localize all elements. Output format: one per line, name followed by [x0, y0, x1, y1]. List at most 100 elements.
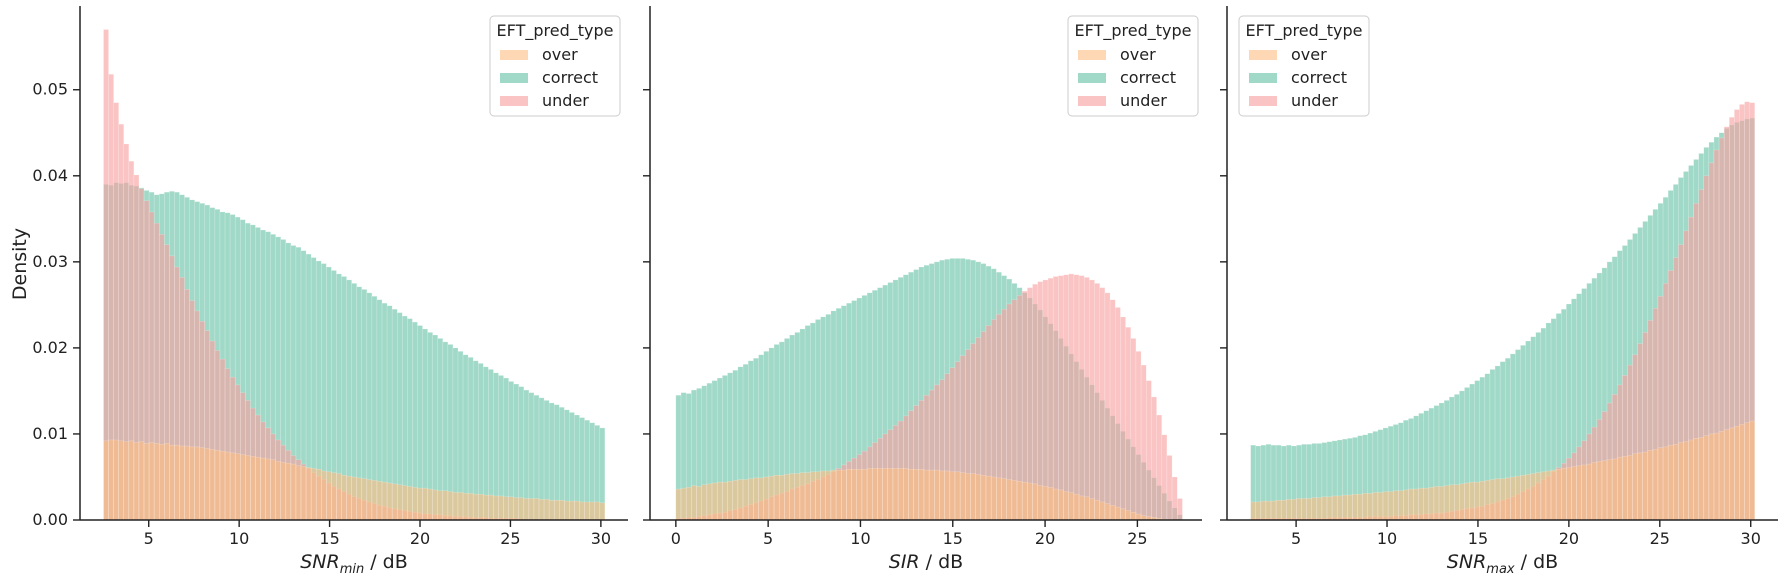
- bar-over: [164, 443, 170, 521]
- x-tick-label: 20: [1035, 529, 1055, 548]
- bar-over: [1576, 465, 1582, 521]
- bar-over: [1448, 484, 1455, 521]
- bar-over: [1734, 425, 1740, 521]
- x-tick-label: 15: [943, 529, 963, 548]
- bar-over: [478, 493, 484, 521]
- bar-over: [825, 470, 832, 521]
- bar-over: [1326, 496, 1333, 521]
- bar-over: [1275, 499, 1282, 521]
- bar-over: [1713, 432, 1720, 521]
- bar-over: [784, 474, 790, 521]
- bar-under: [1063, 274, 1069, 521]
- bar-over: [179, 445, 185, 521]
- bar-over: [543, 499, 550, 521]
- bar-over: [1657, 447, 1664, 521]
- bar-over: [887, 468, 894, 521]
- bar-over: [376, 481, 383, 521]
- bar-over: [1352, 493, 1358, 521]
- bar-over: [245, 455, 251, 521]
- bar-over: [295, 465, 302, 521]
- bar-over: [1678, 442, 1684, 521]
- bar-over: [1698, 437, 1705, 521]
- legend-label-over: over: [542, 45, 578, 64]
- x-axis-label: SNRmax / dB: [1447, 551, 1558, 577]
- x-tick-label: 5: [1291, 529, 1301, 548]
- bar-over: [599, 502, 606, 521]
- bar-over: [1566, 467, 1572, 521]
- legend-swatch-under: [500, 96, 528, 106]
- bar-under: [1171, 476, 1178, 521]
- bar-over: [1135, 513, 1142, 521]
- bar-over: [331, 472, 337, 521]
- bar-over: [1316, 497, 1323, 521]
- bar-over: [1504, 477, 1511, 521]
- bar-over: [1058, 489, 1064, 521]
- bar-over: [381, 481, 388, 521]
- legend-title: EFT_pred_type: [1075, 21, 1192, 41]
- bar-over: [1545, 470, 1552, 521]
- bar-under: [1083, 277, 1090, 521]
- legend-swatch-over: [500, 50, 528, 60]
- bar-over: [1555, 468, 1562, 521]
- bar-over: [1382, 491, 1389, 521]
- bar-over: [706, 483, 713, 521]
- bar-under: [1099, 287, 1106, 521]
- bar-over: [1403, 489, 1409, 521]
- bar-over: [959, 472, 966, 521]
- bar-over: [1617, 456, 1623, 521]
- bar-over: [923, 469, 930, 521]
- bar-over: [1413, 488, 1419, 521]
- bar-over: [1683, 441, 1689, 521]
- bar-under: [1177, 498, 1183, 521]
- bar-over: [1601, 460, 1608, 521]
- bar-over: [564, 500, 570, 521]
- bar-over: [1469, 481, 1475, 521]
- bar-over: [143, 443, 150, 521]
- bar-over: [315, 468, 322, 521]
- bar-over: [174, 444, 180, 521]
- bar-over: [184, 445, 190, 521]
- bar-over: [209, 449, 216, 521]
- bar-over: [483, 494, 489, 521]
- bar-over: [1109, 505, 1116, 521]
- bar-over: [265, 458, 271, 521]
- bar-over: [1260, 500, 1267, 521]
- bar-under: [1037, 281, 1044, 521]
- bar-over: [336, 473, 342, 521]
- bar-over: [1377, 492, 1384, 521]
- bar-over: [1515, 475, 1521, 521]
- bar-over: [1571, 466, 1577, 521]
- bar-over: [1484, 480, 1491, 521]
- bar-over: [711, 482, 718, 521]
- bar-over: [1423, 487, 1430, 521]
- legend-label-over: over: [1120, 45, 1156, 64]
- bar-over: [194, 446, 200, 521]
- bar-over: [1494, 478, 1501, 521]
- x-tick-label: 10: [850, 529, 870, 548]
- bar-over: [153, 443, 160, 521]
- bar-over: [1479, 481, 1486, 521]
- bar-under: [1156, 414, 1162, 521]
- bar-over: [396, 484, 403, 521]
- bar-over: [1418, 487, 1425, 521]
- x-tick-label: 20: [1559, 529, 1579, 548]
- legend-swatch-under: [1078, 96, 1106, 106]
- bar-over: [1342, 494, 1348, 521]
- bar-over: [407, 486, 413, 521]
- bar-over: [1652, 449, 1659, 521]
- bar-over: [361, 478, 368, 521]
- bar-over: [1291, 499, 1297, 521]
- legend-frame: [489, 15, 621, 117]
- bar-over: [118, 440, 125, 521]
- bar-over: [939, 470, 945, 521]
- bar-over: [158, 444, 165, 521]
- legend-label-under: under: [1120, 91, 1167, 110]
- bar-over: [498, 495, 504, 521]
- bar-over: [234, 453, 241, 521]
- bar-under: [1058, 275, 1064, 521]
- bar-over: [1006, 479, 1013, 521]
- bar-over: [321, 470, 327, 521]
- bar-over: [716, 481, 723, 521]
- bar-over: [229, 452, 236, 521]
- bar-over: [722, 481, 728, 521]
